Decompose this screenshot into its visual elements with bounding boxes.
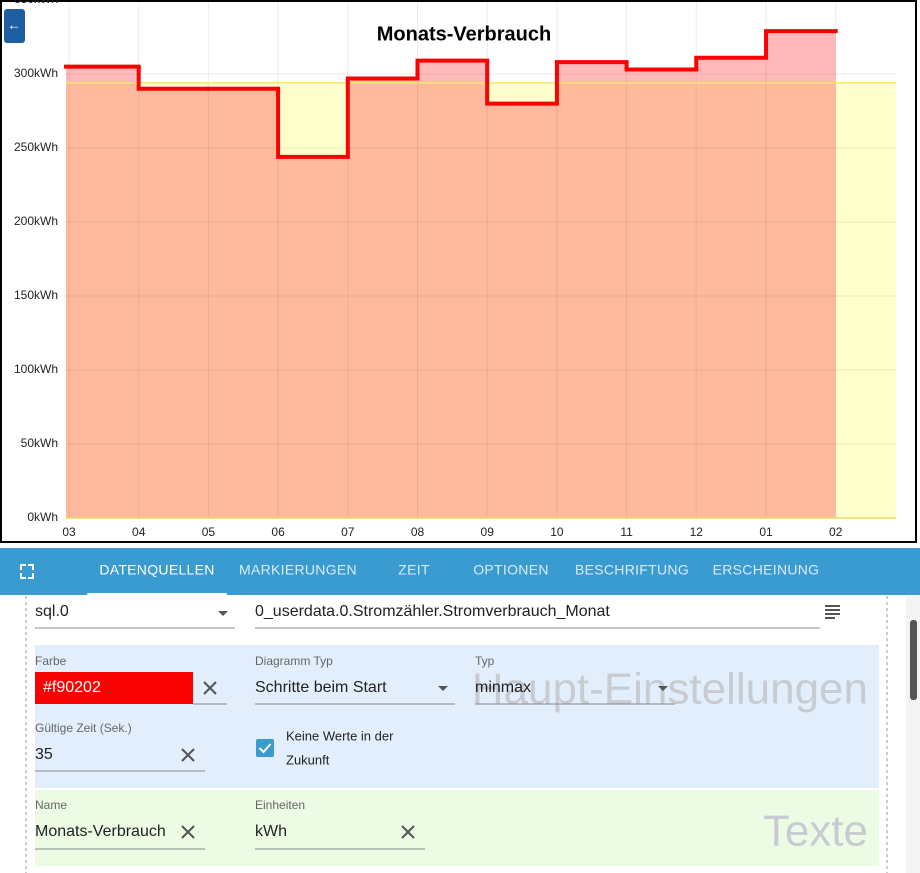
- tabs: DATENQUELLEN MARKIERUNGEN ZEIT OPTIONEN BESC…: [87, 562, 819, 595]
- list-icon[interactable]: [825, 605, 840, 619]
- color-swatch[interactable]: [35, 672, 193, 704]
- y-tick-label: 300kWh: [14, 66, 58, 80]
- name-input[interactable]: Monats-Verbrauch: [35, 823, 166, 840]
- checkbox-box: [256, 739, 274, 757]
- tab[interactable]: BESCHRIFTUNG: [575, 562, 689, 578]
- x-tick-label: 09: [481, 525, 495, 539]
- y-tick-label: 350kWh: [14, 0, 58, 6]
- field-label: Einheiten: [255, 798, 305, 812]
- x-tick-label: 04: [132, 525, 146, 539]
- area-step: [138, 88, 209, 519]
- tab[interactable]: ERSCHEINUNG: [713, 562, 820, 578]
- x-tick-label: 06: [271, 525, 285, 539]
- checkbox[interactable]: [256, 739, 274, 757]
- instance-select[interactable]: sql.0: [35, 603, 69, 620]
- tab[interactable]: MARKIERUNGEN: [239, 562, 357, 578]
- type-select[interactable]: minmax: [475, 679, 531, 696]
- y-tick-label: 250kWh: [14, 140, 58, 154]
- chart-title: Monats-Verbrauch: [377, 23, 551, 45]
- x-tick-label: 03: [62, 525, 76, 539]
- area-step: [66, 66, 139, 518]
- x-tick-label: 08: [411, 525, 425, 539]
- tab[interactable]: DATENQUELLEN: [99, 562, 214, 578]
- area-step: [208, 88, 279, 519]
- x-tick-label: 11: [620, 525, 633, 539]
- clear-button[interactable]: [401, 825, 415, 839]
- x-tick-label: 05: [202, 525, 216, 539]
- area-step: [487, 103, 557, 518]
- checkbox-label: Keine Werte in der: [286, 728, 394, 743]
- section-watermark: Haupt-Einstellungen: [472, 665, 868, 714]
- object-id[interactable]: 0_userdata.0.Stromzähler.Stromverbrauch_…: [255, 603, 610, 620]
- section-watermark: Texte: [763, 807, 868, 856]
- x-tick-label: 10: [550, 525, 564, 539]
- back-button[interactable]: [4, 9, 25, 43]
- y-tick-label: 0kWh: [27, 510, 58, 524]
- area-step: [556, 62, 627, 518]
- plot: 0kWh 50kWh 100kWh 150kWh 200kWh 250kWh 300kWh 3…: [14, 0, 896, 539]
- color-value[interactable]: #f90202: [43, 679, 101, 696]
- fullscreen-icon[interactable]: [20, 564, 34, 579]
- y-tick-label: 150kWh: [14, 288, 58, 302]
- x-tick-label: 02: [829, 525, 843, 539]
- texts-section: [35, 790, 879, 866]
- clear-button[interactable]: [203, 681, 217, 695]
- clear-button[interactable]: [181, 825, 195, 839]
- checkbox-check: [258, 743, 272, 754]
- valid-time-input[interactable]: 35: [35, 746, 53, 763]
- chart-type-select[interactable]: Schritte beim Start: [255, 679, 387, 696]
- area-step: [766, 31, 836, 519]
- x-tick-label: 12: [690, 525, 704, 539]
- field-label: Diagramm Typ: [255, 654, 333, 668]
- area-step: [347, 78, 418, 518]
- area-step: [417, 60, 488, 519]
- x-tick-label: 07: [341, 525, 355, 539]
- dropdown-arrow: [438, 686, 448, 691]
- tab[interactable]: ZEIT: [398, 562, 430, 578]
- field-label: Gültige Zeit (Sek.): [35, 721, 132, 735]
- y-tick-label: 100kWh: [14, 362, 58, 376]
- y-tick-label: 50kWh: [21, 436, 58, 450]
- units-input[interactable]: kWh: [255, 823, 287, 840]
- marking-fill: [66, 82, 896, 518]
- field-label: Farbe: [35, 654, 67, 668]
- tab-indicator: [87, 593, 227, 595]
- field-label: Name: [35, 798, 67, 812]
- toolbar: [0, 548, 920, 595]
- x-tick-label: 01: [759, 525, 773, 539]
- area-step: [626, 69, 697, 518]
- back-arrow: ←: [7, 17, 21, 33]
- dropdown-arrow: [658, 686, 668, 691]
- area-step: [696, 57, 766, 518]
- clear-button[interactable]: [181, 748, 195, 762]
- area-step: [278, 156, 348, 518]
- main-section: [35, 645, 879, 788]
- tab[interactable]: OPTIONEN: [473, 562, 549, 578]
- y-tick-label: 200kWh: [14, 214, 58, 228]
- checkbox-label: Zukunft: [286, 752, 330, 767]
- scrollbar-thumb[interactable]: [910, 620, 917, 700]
- dropdown-arrow: [218, 611, 228, 616]
- field-label: Typ: [475, 654, 495, 668]
